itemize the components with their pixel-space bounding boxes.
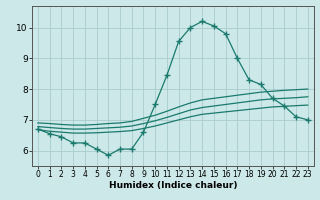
X-axis label: Humidex (Indice chaleur): Humidex (Indice chaleur) [108,181,237,190]
